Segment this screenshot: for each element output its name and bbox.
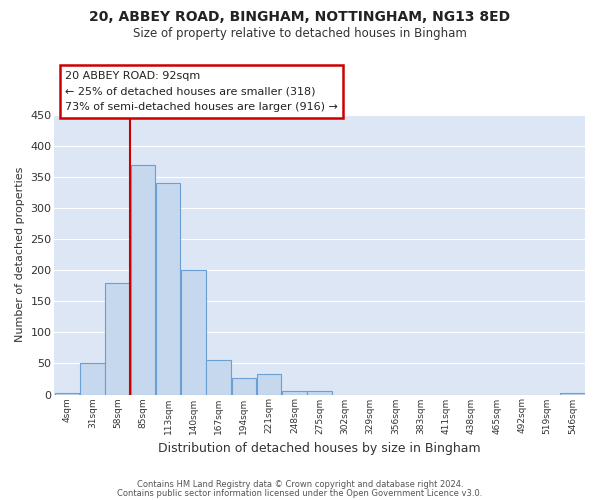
Y-axis label: Number of detached properties: Number of detached properties <box>15 167 25 342</box>
Text: Contains HM Land Registry data © Crown copyright and database right 2024.: Contains HM Land Registry data © Crown c… <box>137 480 463 489</box>
Bar <box>131 164 155 394</box>
Bar <box>560 392 584 394</box>
Bar <box>106 282 130 395</box>
Bar <box>55 392 79 394</box>
Bar <box>282 391 307 394</box>
Bar <box>232 378 256 394</box>
Text: 20, ABBEY ROAD, BINGHAM, NOTTINGHAM, NG13 8ED: 20, ABBEY ROAD, BINGHAM, NOTTINGHAM, NG1… <box>89 10 511 24</box>
Bar <box>307 392 332 394</box>
Text: Contains public sector information licensed under the Open Government Licence v3: Contains public sector information licen… <box>118 488 482 498</box>
Text: Size of property relative to detached houses in Bingham: Size of property relative to detached ho… <box>133 28 467 40</box>
X-axis label: Distribution of detached houses by size in Bingham: Distribution of detached houses by size … <box>158 442 481 455</box>
Bar <box>257 374 281 394</box>
Bar <box>156 184 181 394</box>
Bar <box>181 270 206 394</box>
Bar <box>206 360 231 394</box>
Text: 20 ABBEY ROAD: 92sqm
← 25% of detached houses are smaller (318)
73% of semi-deta: 20 ABBEY ROAD: 92sqm ← 25% of detached h… <box>65 71 338 112</box>
Bar <box>80 364 104 394</box>
